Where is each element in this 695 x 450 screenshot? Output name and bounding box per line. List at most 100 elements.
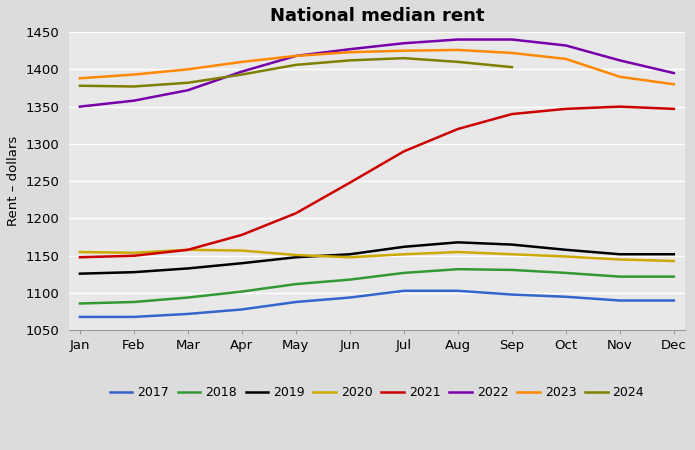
2024 [76,83,84,89]
2017 [670,298,678,303]
2023 [400,48,408,54]
2024 [238,72,246,77]
2021 [616,104,624,109]
2019 [562,247,570,252]
2020 [183,247,192,252]
2020 [76,249,84,255]
2021 [454,126,462,132]
2018 [345,277,354,282]
Line: 2022: 2022 [80,40,674,107]
2023 [670,81,678,87]
2023 [345,50,354,55]
2023 [183,67,192,72]
Line: 2024: 2024 [80,58,512,86]
2020 [345,255,354,260]
2022 [130,98,138,104]
2021 [400,148,408,154]
Title: National median rent: National median rent [270,7,484,25]
2023 [507,50,516,56]
Line: 2020: 2020 [80,250,674,261]
2023 [562,56,570,62]
2024 [345,58,354,63]
2019 [130,270,138,275]
2020 [562,254,570,259]
2019 [400,244,408,249]
2019 [183,266,192,271]
2020 [400,252,408,257]
2023 [238,59,246,65]
2022 [238,69,246,74]
2023 [292,53,300,58]
2019 [507,242,516,248]
2021 [238,232,246,238]
2018 [400,270,408,275]
2018 [76,301,84,306]
2024 [183,80,192,86]
2022 [670,70,678,76]
2022 [400,40,408,46]
2021 [507,112,516,117]
2018 [292,281,300,287]
2021 [183,247,192,252]
2023 [130,72,138,77]
2020 [238,248,246,253]
2024 [400,55,408,61]
2022 [292,53,300,58]
2019 [292,255,300,260]
2017 [130,314,138,319]
2022 [183,87,192,93]
Line: 2019: 2019 [80,243,674,274]
2018 [183,295,192,300]
2019 [345,252,354,257]
2019 [76,271,84,276]
2019 [670,252,678,257]
2017 [345,295,354,300]
2024 [454,59,462,65]
Line: 2023: 2023 [80,50,674,84]
2023 [616,74,624,80]
2021 [76,255,84,260]
2020 [616,257,624,262]
2017 [183,311,192,317]
2023 [76,76,84,81]
2024 [507,64,516,70]
2017 [400,288,408,293]
2017 [292,299,300,305]
2019 [238,261,246,266]
2021 [562,106,570,112]
2020 [454,249,462,255]
2020 [670,258,678,264]
2022 [562,43,570,48]
2018 [507,267,516,273]
2024 [292,62,300,68]
Line: 2018: 2018 [80,269,674,303]
2022 [507,37,516,42]
2019 [454,240,462,245]
2017 [507,292,516,297]
2020 [507,252,516,257]
2017 [454,288,462,293]
Legend: 2017, 2018, 2019, 2020, 2021, 2022, 2023, 2024: 2017, 2018, 2019, 2020, 2021, 2022, 2023… [104,381,649,404]
2018 [616,274,624,279]
Line: 2021: 2021 [80,107,674,257]
2018 [454,266,462,272]
2018 [130,299,138,305]
2018 [562,270,570,275]
2021 [130,253,138,258]
2020 [130,250,138,256]
2021 [670,106,678,112]
2022 [345,46,354,52]
2018 [670,274,678,279]
2022 [616,58,624,63]
2022 [76,104,84,109]
Line: 2017: 2017 [80,291,674,317]
2018 [238,289,246,294]
2023 [454,47,462,53]
2020 [292,252,300,258]
2019 [616,252,624,257]
Y-axis label: Rent – dollars: Rent – dollars [7,136,20,226]
2024 [130,84,138,89]
2017 [238,307,246,312]
2021 [292,211,300,216]
2017 [76,314,84,319]
